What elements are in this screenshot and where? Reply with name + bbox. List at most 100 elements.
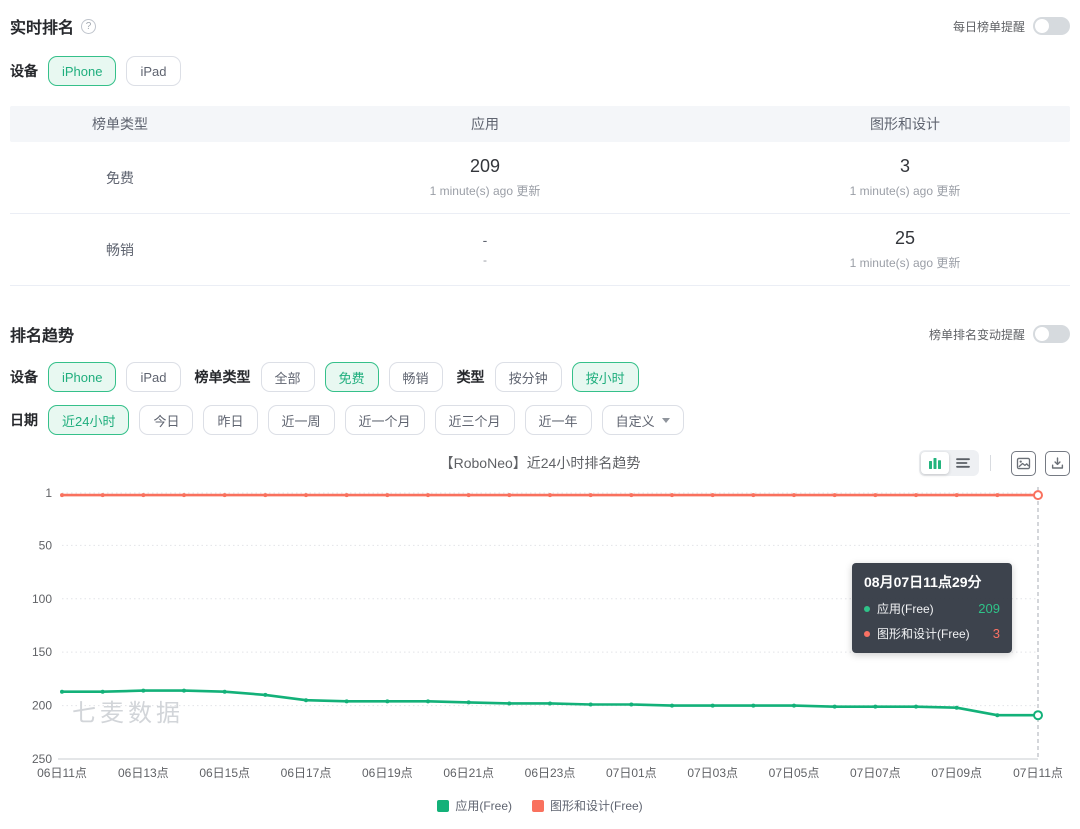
series-dot-icon xyxy=(864,630,870,637)
x-axis-label: 07日07点 xyxy=(850,766,901,780)
legend-item[interactable]: 图形和设计(Free) xyxy=(532,797,643,814)
filter-by-minute-button[interactable]: 按分钟 xyxy=(494,362,562,392)
filter-ipad-button[interactable]: iPad xyxy=(126,362,181,392)
x-axis-label: 07日05点 xyxy=(769,766,820,780)
data-point-highlight xyxy=(1033,710,1043,721)
y-axis-label: 150 xyxy=(32,645,52,659)
date-today-button[interactable]: 今日 xyxy=(139,405,194,435)
filter-option-label: 全部 xyxy=(274,370,301,386)
trend-alert-toggle[interactable] xyxy=(1033,325,1070,343)
data-point-highlight xyxy=(1033,490,1043,501)
tooltip-row: 图形和设计(Free) 3 xyxy=(864,625,1000,642)
table-view-icon[interactable] xyxy=(949,452,977,474)
data-point xyxy=(263,692,268,697)
data-point xyxy=(100,689,105,694)
data-point xyxy=(954,493,959,498)
tooltip-series-value: 3 xyxy=(992,626,1000,641)
daily-alert-label: 每日榜单提醒 xyxy=(952,19,1025,34)
realtime-title-text: 实时排名 xyxy=(10,20,75,37)
filter-option-label: iPad xyxy=(140,369,167,385)
chart-tooltip: 08月07日11点29分 应用(Free) 209 图形和设计(Free) 3 xyxy=(852,563,1012,653)
device-ipad-label: iPad xyxy=(140,63,167,79)
data-point xyxy=(832,493,837,498)
data-point xyxy=(141,493,146,498)
filter-option-label: 免费 xyxy=(338,370,365,386)
data-point xyxy=(222,493,227,498)
daily-alert-toggle[interactable] xyxy=(1033,17,1070,35)
date-week-button[interactable]: 近一周 xyxy=(267,405,335,435)
data-point xyxy=(873,493,878,498)
data-point xyxy=(588,493,593,498)
rank-value: - xyxy=(482,232,488,248)
realtime-rank-table: 榜单类型 应用 图形和设计 免费 209 1 minute(s) ago 更新 … xyxy=(10,106,1070,286)
data-point xyxy=(670,703,674,708)
filter-option-label: 昨日 xyxy=(217,413,244,429)
chart-title: 【RoboNeo】近24小时排名趋势 xyxy=(439,455,641,471)
data-point xyxy=(873,704,878,709)
chart-toolbar xyxy=(919,450,1070,476)
date-3month-button[interactable]: 近三个月 xyxy=(434,405,515,435)
data-point xyxy=(710,493,715,498)
y-axis-label: 250 xyxy=(32,752,52,766)
trend-chart: 1 50 100 150 200 250 06日11点 06日13点 06日15点 06日17点 0… xyxy=(10,479,1070,792)
trend-section-header: 排名趋势 榜单排名变动提醒 xyxy=(10,322,1070,346)
data-point xyxy=(141,688,146,693)
device-iphone-button[interactable]: iPhone xyxy=(48,56,117,86)
date-month-button[interactable]: 近一个月 xyxy=(344,405,425,435)
x-axis-label: 06日23点 xyxy=(525,766,576,780)
data-point xyxy=(426,699,430,704)
data-point xyxy=(792,493,796,498)
export-image-icon[interactable] xyxy=(1011,450,1036,476)
filter-free-button[interactable]: 免费 xyxy=(324,362,379,392)
table-header-row: 榜单类型 应用 图形和设计 xyxy=(10,106,1070,142)
tooltip-title: 08月07日11点29分 xyxy=(864,574,982,590)
download-icon[interactable] xyxy=(1045,450,1070,476)
filter-paid-button[interactable]: 畅销 xyxy=(388,362,443,392)
filter-all-button[interactable]: 全部 xyxy=(260,362,315,392)
rank-cell: 209 1 minute(s) ago 更新 xyxy=(230,156,740,199)
filter-option-label: 近一周 xyxy=(281,413,321,429)
device-ipad-button[interactable]: iPad xyxy=(126,56,181,86)
data-point xyxy=(507,701,512,706)
tooltip-series-label: 应用(Free) xyxy=(877,602,934,616)
trend-alert: 榜单排名变动提醒 xyxy=(929,325,1070,343)
row-type: 免费 xyxy=(106,169,134,186)
date-year-button[interactable]: 近一年 xyxy=(524,405,592,435)
device-iphone-label: iPhone xyxy=(62,63,103,79)
x-axis-label: 06日13点 xyxy=(118,766,169,780)
data-point xyxy=(792,703,796,708)
data-point xyxy=(60,689,64,694)
data-point xyxy=(182,493,186,498)
data-point xyxy=(263,493,268,498)
x-axis-label: 06日15点 xyxy=(199,766,250,780)
trend-filter-row-1: 设备 iPhone iPad 榜单类型 全部 免费 畅销 类型 按分钟 按小时 xyxy=(10,362,1070,392)
bar-chart-view-icon[interactable] xyxy=(921,452,949,474)
date-24h-button[interactable]: 近24小时 xyxy=(48,405,130,435)
data-point xyxy=(751,493,756,498)
data-point xyxy=(629,702,634,707)
toolbar-divider xyxy=(990,455,991,471)
trend-filter-row-2: 日期 近24小时 今日 昨日 近一周 近一个月 近三个月 近一年 自定义 xyxy=(10,405,1070,435)
filter-option-label: 按分钟 xyxy=(508,370,548,386)
data-point xyxy=(222,689,227,694)
rank-updated: - xyxy=(483,253,487,267)
data-point xyxy=(304,698,308,703)
filter-by-hour-button[interactable]: 按小时 xyxy=(571,362,639,392)
date-yesterday-button[interactable]: 昨日 xyxy=(203,405,258,435)
data-point xyxy=(914,704,918,709)
col-header-type: 榜单类型 xyxy=(92,116,148,132)
filter-label-granularity: 类型 xyxy=(456,369,485,385)
filter-option-label: 按小时 xyxy=(585,370,625,386)
rank-updated: 1 minute(s) ago 更新 xyxy=(849,184,961,198)
tooltip-series-label: 图形和设计(Free) xyxy=(877,627,970,641)
data-point xyxy=(995,713,1000,718)
realtime-title: 实时排名 ? xyxy=(10,14,97,38)
data-point xyxy=(548,701,552,706)
data-point xyxy=(100,493,105,498)
help-icon[interactable]: ? xyxy=(81,18,97,34)
filter-iphone-button[interactable]: iPhone xyxy=(48,362,117,392)
date-custom-button[interactable]: 自定义 xyxy=(601,405,684,435)
legend-item[interactable]: 应用(Free) xyxy=(437,797,512,814)
legend-label: 图形和设计(Free) xyxy=(550,799,643,813)
